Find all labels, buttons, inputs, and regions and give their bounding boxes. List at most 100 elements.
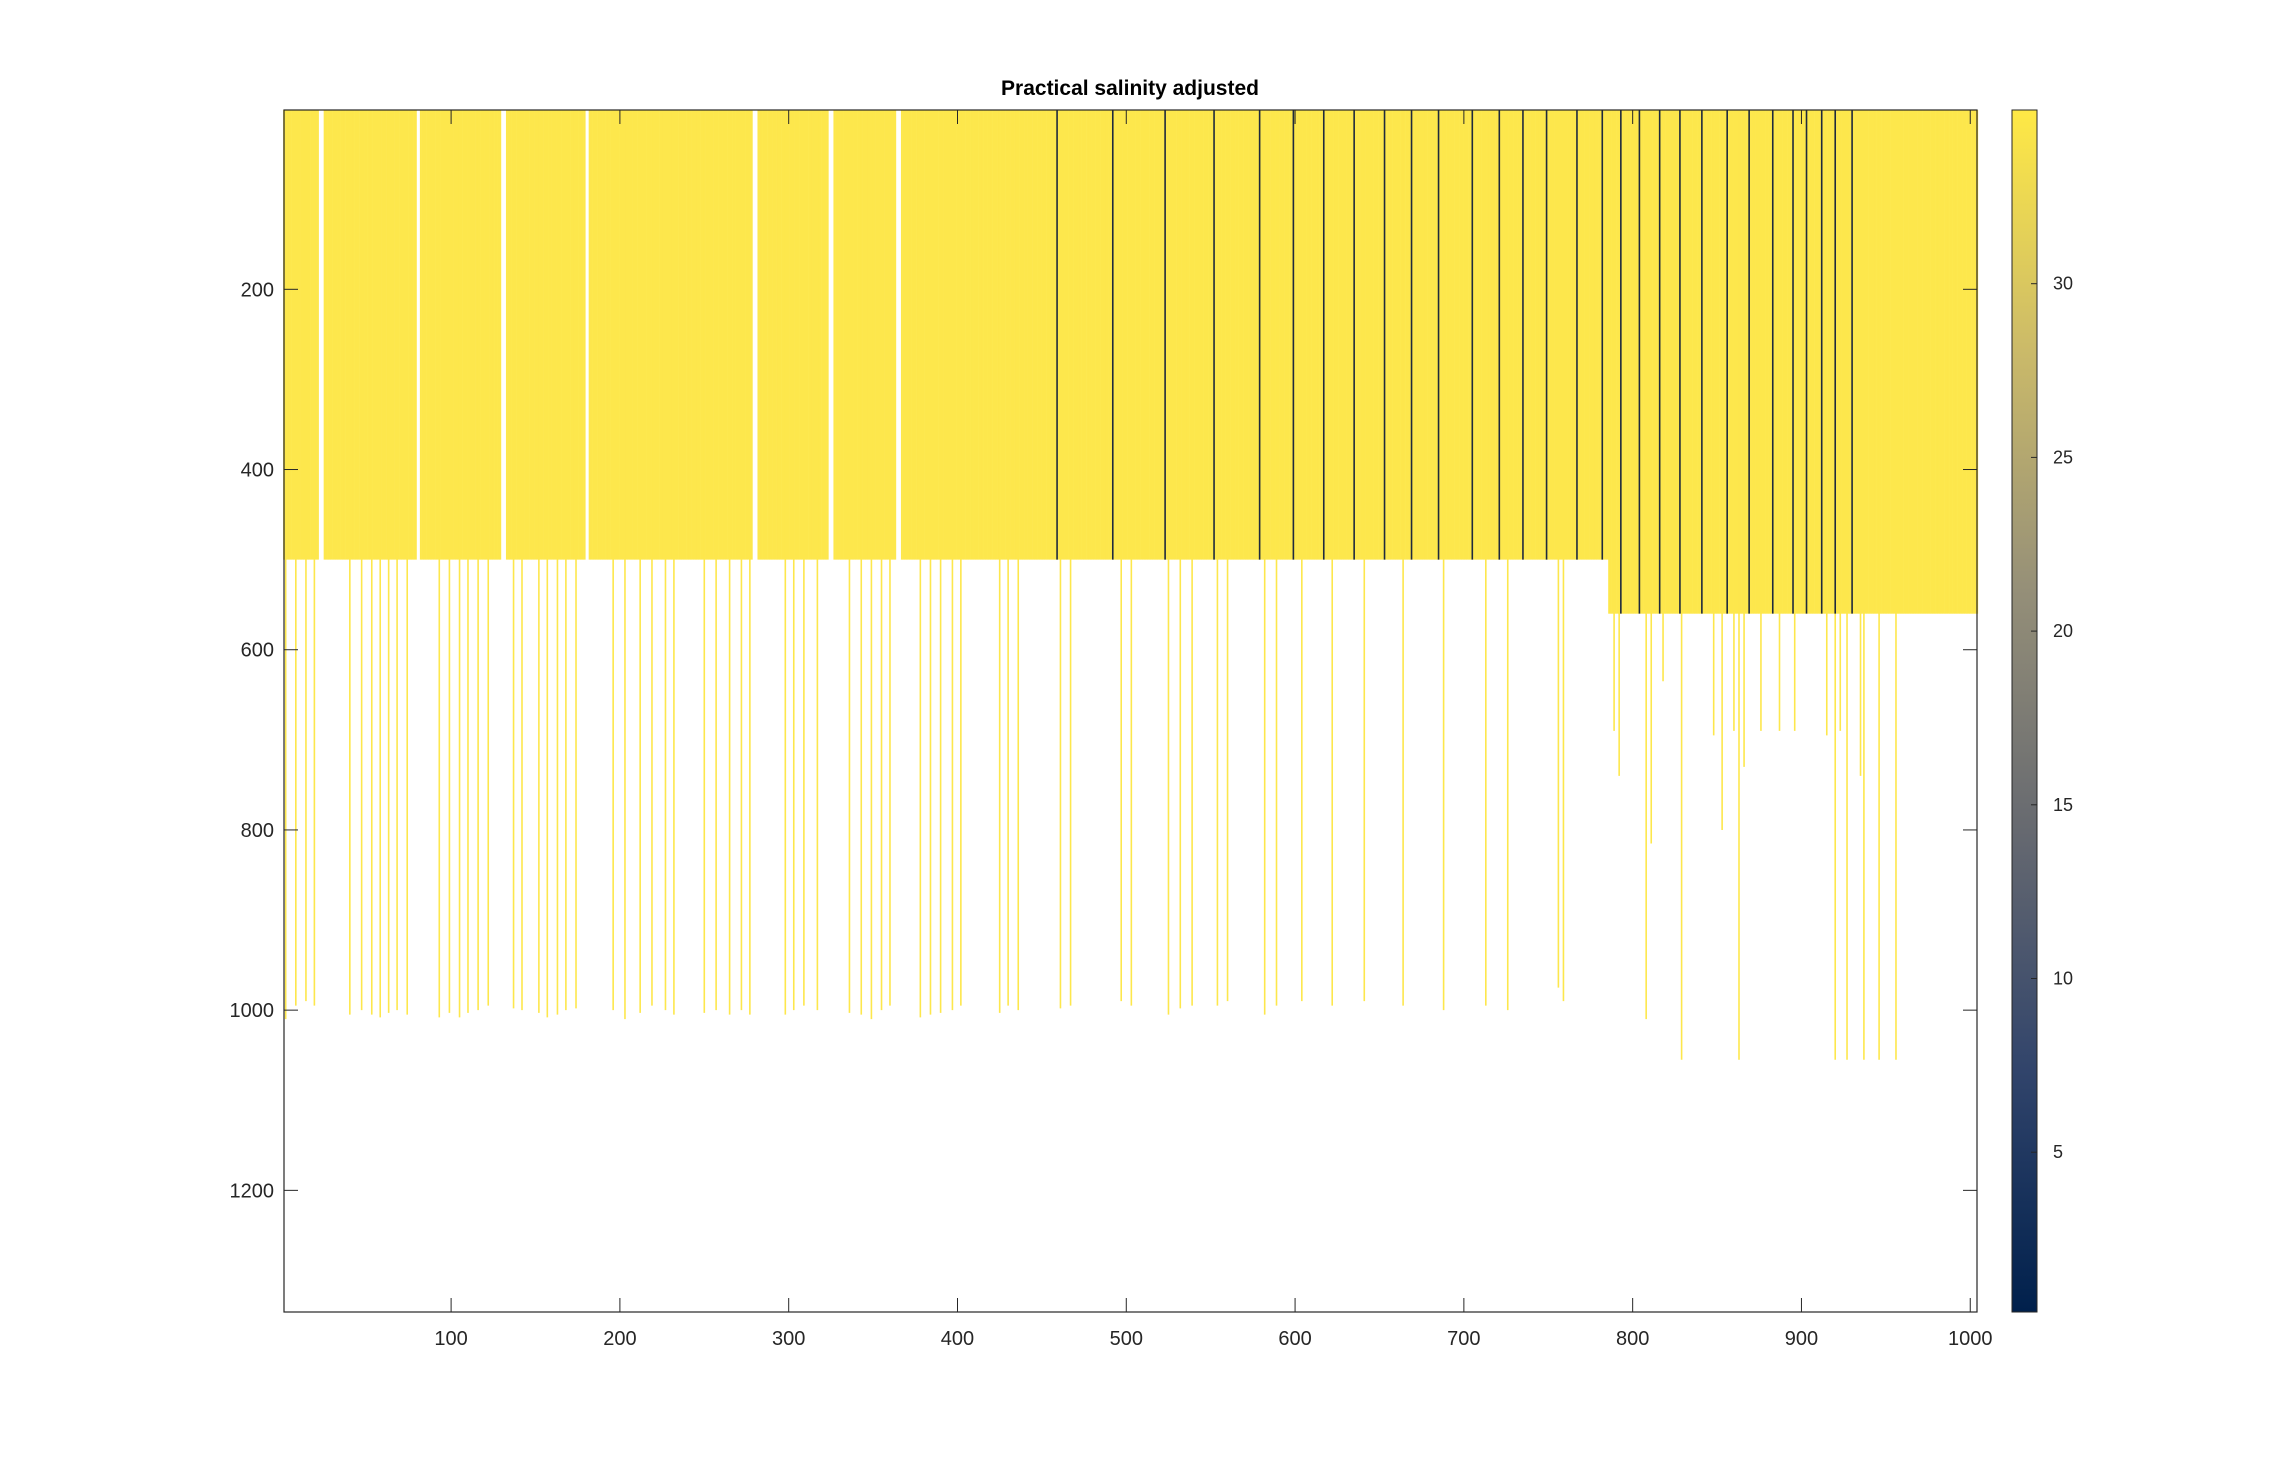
profile-cell: [1505, 110, 1508, 560]
profile-cell: [809, 110, 812, 560]
profile-cell: [1695, 110, 1698, 614]
profile-cell: [394, 110, 397, 560]
profile-cell: [1218, 110, 1221, 560]
profile-cell: [720, 110, 723, 560]
profile-cell: [796, 110, 799, 560]
profile-cell: [298, 110, 301, 560]
profile-cell: [745, 110, 748, 560]
profile-cell: [1577, 110, 1580, 560]
profile-cell: [841, 110, 844, 560]
profile-cell: [482, 110, 485, 560]
profile-cell: [573, 110, 576, 560]
profile-cell: [1030, 110, 1033, 560]
profile-cell: [1192, 110, 1195, 560]
profile-cell: [1660, 110, 1663, 614]
profile-cell: [1294, 110, 1297, 560]
profile-cell: [1255, 110, 1258, 560]
profile-cell: [924, 110, 927, 560]
profile-cell: [1360, 110, 1363, 560]
profile-cell: [669, 110, 672, 560]
profile-cell: [431, 110, 434, 560]
profile-cell: [1574, 110, 1577, 560]
profile-cell: [1684, 110, 1687, 614]
profile-cell: [836, 110, 839, 560]
profile-cell: [884, 110, 887, 560]
profile-cell: [1341, 110, 1344, 560]
profile-cell: [1957, 110, 1960, 614]
profile-cell: [1599, 110, 1602, 560]
profile-cell: [463, 110, 466, 560]
profile-cell: [644, 110, 647, 560]
profile-cell: [885, 110, 888, 560]
profile-cell: [1248, 110, 1251, 560]
profile-cell: [1142, 110, 1145, 560]
profile-cell: [539, 110, 542, 560]
profile-cell: [1414, 110, 1417, 560]
profile-cell: [472, 110, 475, 560]
profile-cell: [399, 110, 402, 560]
x-axis: 100 200 300 400 500 600 700 800 900 1000: [434, 110, 1992, 1350]
profile-cell: [679, 110, 682, 560]
profile-cell: [328, 110, 331, 560]
profile-cell: [1802, 110, 1805, 614]
profile-cell: [662, 110, 665, 560]
profile-cell: [1196, 110, 1199, 560]
profile-cell: [1002, 110, 1005, 560]
profile-cell: [1964, 110, 1967, 614]
profile-cell: [695, 110, 698, 560]
profile-cell: [927, 110, 930, 560]
profile-cell: [1709, 110, 1712, 614]
profile-cell: [1974, 110, 1977, 614]
profile-cell: [1336, 110, 1339, 560]
profile-cell: [1449, 110, 1452, 560]
profile-cell: [1630, 110, 1633, 614]
profile-cell: [1761, 110, 1764, 614]
x-tick-label: 600: [1278, 1328, 1311, 1350]
profile-cell: [1066, 110, 1069, 560]
y-axis: 200 400 600 800 1000 1200: [230, 279, 1977, 1202]
profile-cell: [1403, 110, 1406, 560]
profile-cell: [603, 110, 606, 560]
profile-cell: [377, 110, 380, 560]
profile-cell: [708, 110, 711, 560]
profile-cell: [509, 110, 512, 560]
profile-cell: [497, 110, 500, 560]
profile-cell: [1113, 110, 1116, 560]
profile-cell: [1879, 110, 1882, 614]
profile-cell: [1647, 110, 1649, 614]
profile-cell: [944, 110, 947, 560]
profile-cell: [1039, 110, 1042, 560]
profile-cell: [595, 110, 598, 560]
profile-cell: [735, 110, 738, 560]
profile-cell: [364, 110, 367, 560]
profile-cell: [408, 110, 411, 560]
profile-cell: [558, 110, 561, 560]
profile-cell: [1422, 110, 1425, 560]
profile-cell: [1457, 110, 1460, 560]
profile-cell: [1560, 110, 1563, 560]
profile-cell: [578, 110, 581, 560]
profile-cell: [1689, 110, 1692, 614]
profile-cell: [1267, 110, 1270, 560]
profile-cell: [1606, 110, 1609, 560]
profile-cell: [933, 110, 935, 560]
profile-cell: [1079, 110, 1082, 560]
profile-cell: [1874, 110, 1877, 614]
profile-cell: [1537, 110, 1540, 560]
profile-cell: [1962, 110, 1965, 614]
y-tick-label: 200: [241, 279, 274, 301]
profile-cell: [1473, 110, 1476, 560]
profile-cell: [855, 110, 858, 560]
profile-cell: [352, 110, 355, 560]
profile-cell: [1044, 110, 1047, 560]
profile-cell: [622, 110, 625, 560]
profile-cell: [1138, 110, 1141, 560]
profile-cell: [1571, 110, 1574, 560]
profile-cell: [1744, 110, 1747, 614]
profile-cell: [1240, 110, 1243, 560]
profile-cell: [1763, 110, 1766, 614]
profile-cell: [981, 110, 984, 560]
profile-cell: [516, 110, 519, 560]
profile-cell: [1939, 110, 1942, 614]
profile-cell: [375, 110, 378, 560]
